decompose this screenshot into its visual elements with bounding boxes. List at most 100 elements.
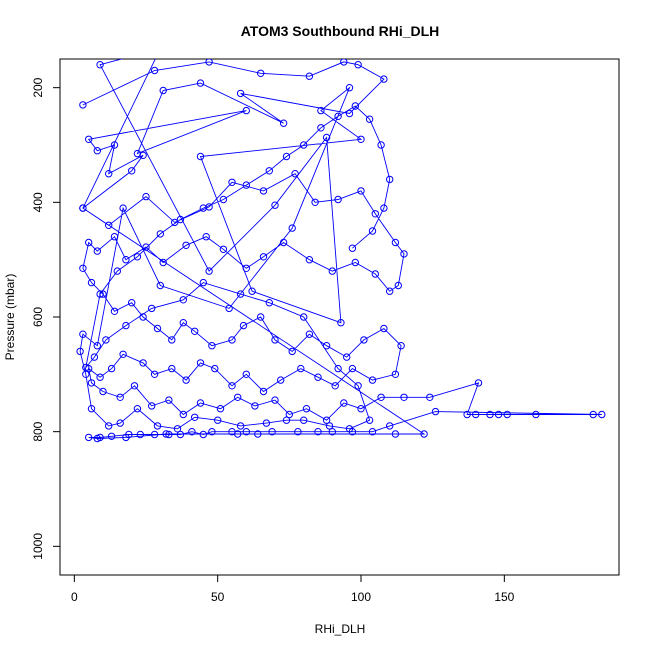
data-point (133, 253, 142, 261)
data-point (268, 428, 276, 436)
x-axis-label: RHi_DLH (315, 622, 366, 636)
data-series (76, 46, 606, 443)
data-point (196, 359, 205, 367)
data-point (105, 170, 113, 178)
data-point (377, 141, 385, 149)
data-point (262, 419, 271, 427)
data-point (102, 336, 110, 344)
data-point (157, 46, 163, 52)
data-point (300, 416, 308, 424)
data-point (85, 238, 93, 247)
y-tick-label: 800 (31, 421, 45, 441)
data-point (110, 233, 119, 241)
data-point (116, 393, 124, 401)
data-point (139, 359, 147, 367)
data-point (242, 370, 251, 378)
data-point (168, 364, 176, 373)
y-tick-label: 400 (31, 192, 45, 212)
data-point (265, 299, 273, 307)
data-point (236, 89, 245, 98)
data-point (386, 175, 394, 184)
data-point (331, 382, 339, 390)
data-point (589, 410, 597, 419)
data-point (93, 434, 102, 443)
x-axis: 0 50 100 150 (71, 574, 515, 604)
data-point (325, 422, 334, 430)
data-point (156, 230, 165, 238)
data-point (165, 396, 173, 404)
data-point (340, 399, 348, 407)
data-point (205, 59, 213, 66)
data-point (380, 324, 388, 333)
data-point (99, 387, 107, 396)
data-point (219, 245, 228, 254)
data-point (148, 304, 156, 313)
data-point (305, 330, 314, 338)
data-point (494, 410, 503, 419)
data-point (110, 307, 119, 315)
data-point (265, 167, 273, 175)
data-point (139, 313, 147, 321)
data-point (365, 115, 374, 123)
data-point (463, 410, 471, 419)
data-point (368, 376, 377, 384)
data-point (474, 379, 483, 387)
data-point (357, 187, 365, 195)
data-point (282, 416, 291, 424)
data-point (133, 405, 142, 413)
data-point (156, 281, 165, 290)
data-point (219, 195, 228, 204)
data-point (79, 264, 87, 272)
data-point (242, 181, 251, 189)
data-point (271, 396, 279, 404)
data-point (202, 233, 210, 241)
data-point (360, 336, 368, 344)
data-point (85, 135, 93, 144)
series-clip-group (76, 46, 606, 443)
data-point (236, 290, 245, 298)
data-point (328, 428, 336, 436)
series-line (79, 59, 602, 439)
data-point (431, 407, 440, 416)
data-point (277, 376, 285, 384)
data-point (288, 224, 296, 232)
data-point (386, 422, 394, 430)
data-point (317, 124, 325, 132)
data-point (199, 278, 208, 287)
data-point (391, 238, 400, 247)
x-tick-label: 100 (351, 590, 371, 604)
data-point (300, 313, 308, 321)
data-point (322, 416, 331, 424)
data-point (354, 60, 362, 69)
data-point (96, 60, 104, 69)
data-point (119, 350, 127, 358)
data-point (351, 258, 359, 267)
data-point (122, 256, 130, 264)
data-point (165, 430, 173, 439)
y-axis-label: Pressure (mbar) (3, 274, 17, 361)
data-point (285, 410, 293, 419)
data-point (357, 405, 365, 413)
data-point (328, 267, 336, 275)
data-point (242, 428, 251, 436)
data-point (305, 256, 314, 264)
data-point (348, 244, 357, 252)
data-point (314, 428, 322, 436)
data-point (334, 364, 342, 373)
data-point (107, 432, 116, 440)
data-point (159, 258, 167, 267)
data-point (251, 402, 259, 410)
data-point (365, 416, 374, 424)
x-tick-label: 150 (494, 590, 514, 604)
data-point (87, 379, 96, 387)
data-point (211, 364, 219, 373)
data-point (371, 210, 379, 218)
data-point (380, 75, 388, 83)
data-point (130, 382, 139, 390)
data-point (357, 135, 365, 144)
data-point (179, 296, 188, 304)
data-point (96, 373, 104, 381)
data-point (153, 422, 162, 430)
x-tick-label: 50 (211, 590, 225, 604)
